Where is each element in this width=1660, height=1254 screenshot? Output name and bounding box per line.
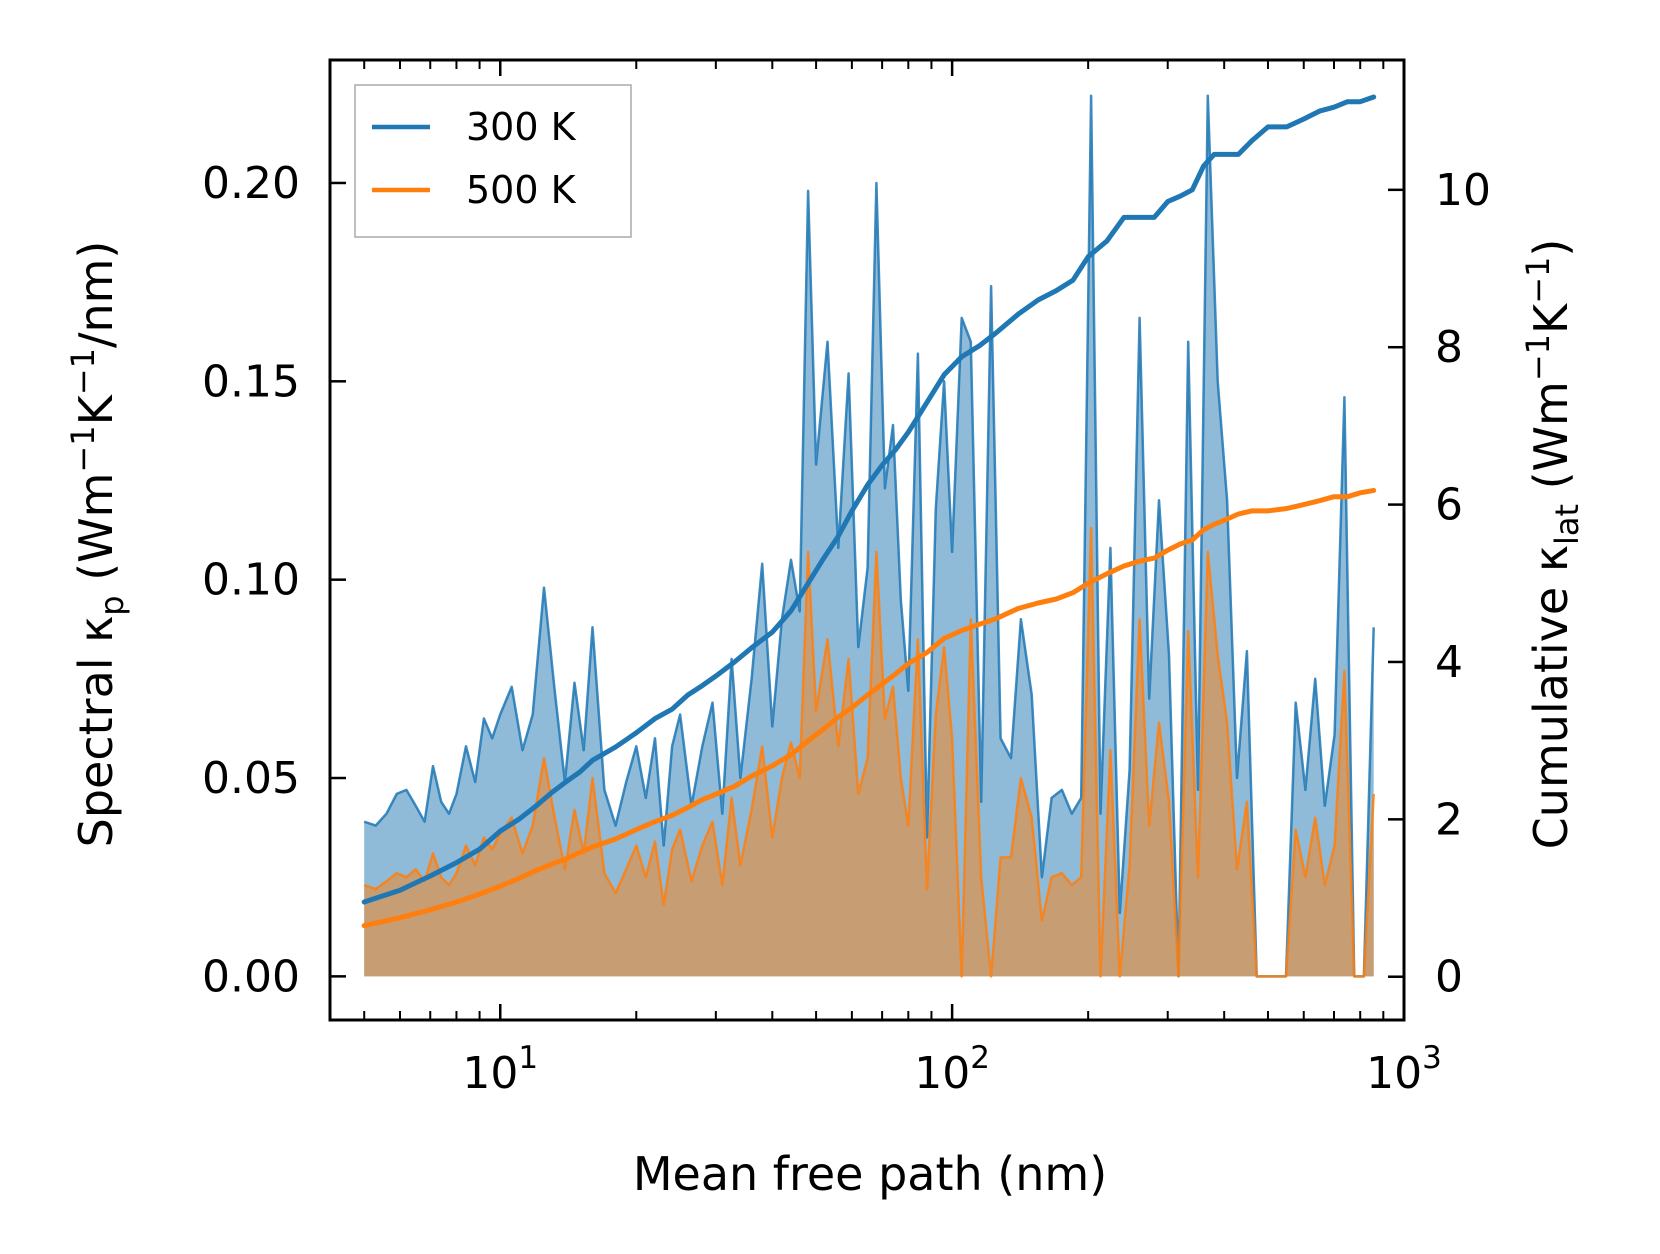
y-left-tick-label: 0.10 xyxy=(202,555,300,606)
y-left-tick-label: 0.20 xyxy=(202,158,300,209)
x-tick-label: 101 xyxy=(462,1040,538,1099)
y-right-tick-label: 6 xyxy=(1435,480,1463,531)
y-right-tick-label: 0 xyxy=(1435,952,1463,1003)
legend-box xyxy=(354,84,632,238)
cumulative-line-300k xyxy=(361,94,1377,905)
plot-frame xyxy=(328,58,1406,1022)
y-left-tick-label: 0.05 xyxy=(202,753,300,804)
y-right-tick-label: 4 xyxy=(1435,637,1463,688)
y-right-tick-label: 10 xyxy=(1435,165,1491,216)
legend-label-300k: 300 K xyxy=(466,105,577,149)
y-right-tick-label: 8 xyxy=(1435,322,1463,373)
legend-label-500k: 500 K xyxy=(466,168,577,212)
spectral-line-500k xyxy=(363,526,1375,978)
y-axis-label-left: Spectral κp (Wm−1K−1/nm) xyxy=(64,241,131,848)
x-axis-label: Mean free path (nm) xyxy=(633,1147,1107,1201)
spectral-line-300k xyxy=(363,94,1375,978)
y-left-tick-label: 0.00 xyxy=(202,951,300,1002)
cumulative-lines xyxy=(361,94,1377,929)
legend: 300 K 500 K xyxy=(354,84,632,238)
y-left-tick-label: 0.15 xyxy=(202,356,300,407)
y-right-tick-label: 2 xyxy=(1435,794,1463,845)
spectral-fills xyxy=(363,94,1375,978)
cumulative-line-500k xyxy=(361,487,1377,929)
